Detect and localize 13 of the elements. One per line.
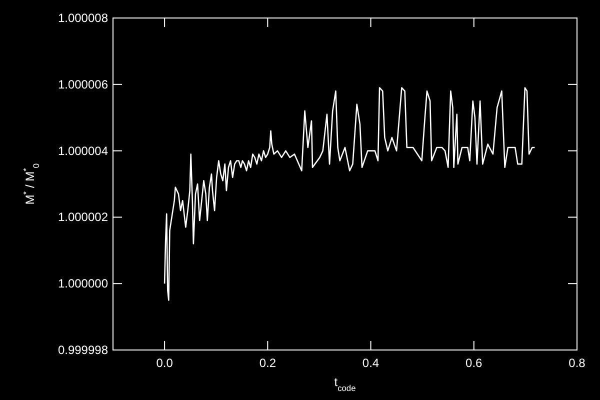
x-tick-label: 0.0 [156,356,174,370]
y-tick-label: 0.999998 [58,343,108,357]
x-tick-label: 0.6 [466,356,483,370]
x-axis-title: t$_{code}$ [334,375,356,393]
y-tick-label: 1.000008 [58,11,108,25]
x-tick-label: 0.4 [362,356,380,370]
y-tick-label: 1.000002 [58,210,108,224]
line-series [164,87,536,301]
y-tick-label: 1.000000 [58,276,108,291]
x-tick-label: 0.2 [259,356,276,370]
x-tick-label: 0.8 [568,356,586,370]
y-tick-label: 1.000006 [58,77,108,92]
y-tick-label: 1.000004 [58,144,108,158]
